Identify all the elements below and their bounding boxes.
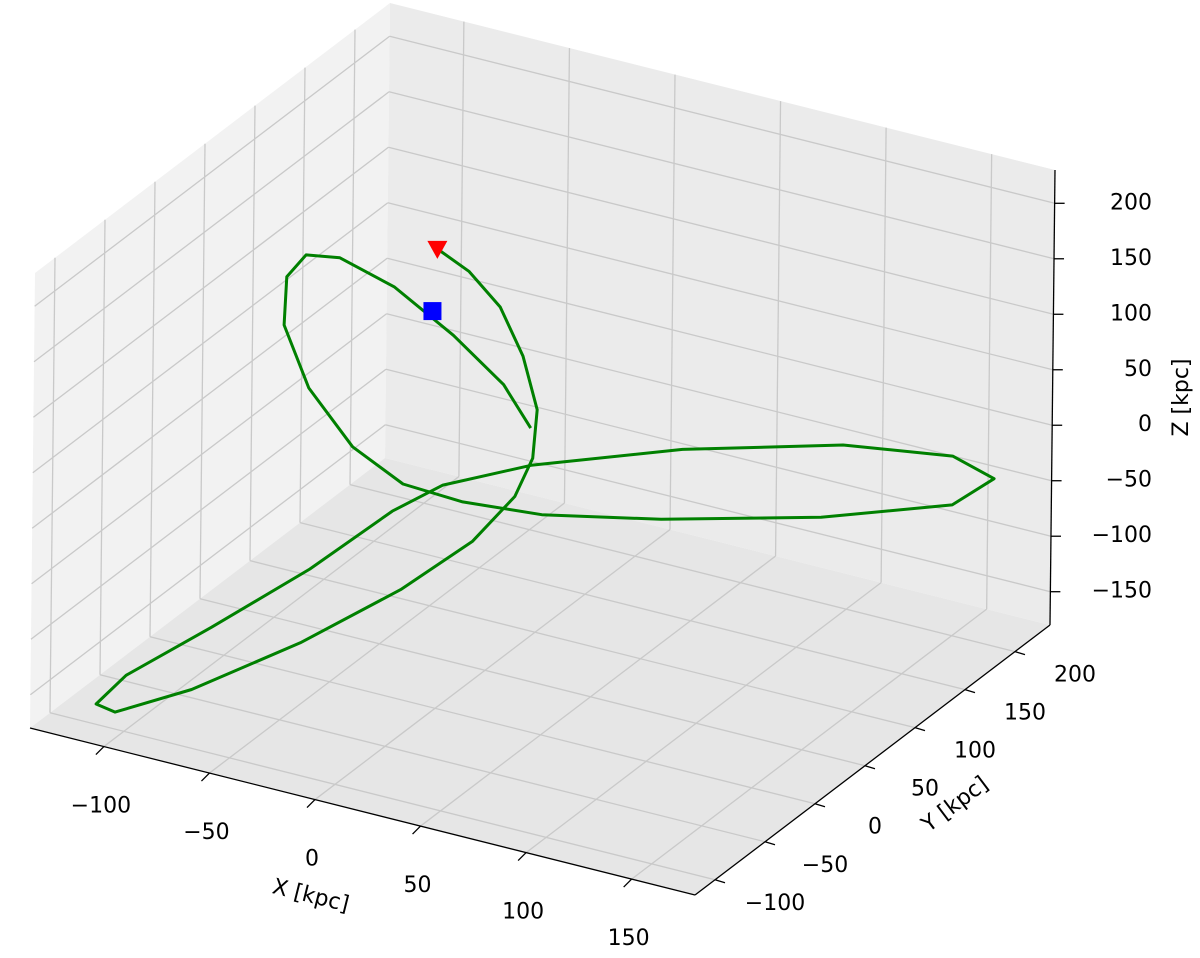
grid-line <box>386 313 1052 482</box>
orbit-line <box>94 247 996 714</box>
tick-mark <box>814 803 826 808</box>
grid-line <box>388 91 1055 260</box>
x-axis-label: X [kpc] <box>270 874 352 917</box>
axis-line <box>694 624 1051 896</box>
x-tick-label: −100 <box>71 794 131 819</box>
grid-line <box>669 74 676 530</box>
grid-line <box>420 555 776 827</box>
pane <box>30 458 1050 895</box>
z-tick-label: −50 <box>1106 468 1152 493</box>
grid-line <box>33 91 390 363</box>
y-tick-label: 50 <box>911 777 939 802</box>
grid-line <box>986 154 993 610</box>
grid-line <box>388 146 1054 315</box>
grid-line <box>31 257 388 529</box>
grid-line <box>49 257 56 713</box>
z-tick-label: 100 <box>1110 301 1152 326</box>
z-tick-label: 0 <box>1138 412 1152 437</box>
grid-line <box>389 35 1055 204</box>
z-tick-label: −150 <box>1092 579 1152 604</box>
tick-mark <box>1014 650 1026 656</box>
x-tick-label: 100 <box>502 900 544 925</box>
grid-line <box>199 598 866 767</box>
grid-line <box>49 712 716 881</box>
grid-line <box>387 257 1053 426</box>
x-tick-label: 50 <box>404 873 432 898</box>
tick-mark <box>517 852 527 862</box>
grid-line <box>563 48 571 504</box>
x-tick-label: 150 <box>608 926 650 951</box>
grid-line <box>349 483 1016 653</box>
grid-line <box>299 67 306 523</box>
grid-line <box>631 608 988 880</box>
tick-mark <box>200 772 210 782</box>
y-tick-label: 100 <box>954 739 996 764</box>
grid-line <box>249 560 916 729</box>
grid-line <box>34 35 391 307</box>
y-tick-label: 200 <box>1054 663 1096 688</box>
marker <box>423 302 442 321</box>
pane <box>30 3 390 728</box>
grid-line <box>149 636 816 805</box>
grid-line <box>99 674 766 843</box>
y-tick-label: 150 <box>1004 701 1046 726</box>
pane <box>385 3 1055 625</box>
grid-line <box>33 146 389 418</box>
grid-line <box>209 502 565 774</box>
tick-mark <box>306 799 316 809</box>
tick-mark <box>764 841 776 846</box>
axis-line <box>1049 169 1056 626</box>
z-axis-label: Z [kpc] <box>1169 358 1194 436</box>
tick-mark <box>914 727 926 732</box>
grid-line <box>458 21 465 477</box>
tick-mark <box>412 825 422 835</box>
z-tick-label: 200 <box>1110 190 1152 215</box>
tick-mark <box>864 765 876 770</box>
grid-line <box>249 105 256 561</box>
grid-line <box>349 29 356 485</box>
grid-line <box>103 476 460 748</box>
grid-line <box>525 582 882 854</box>
axis-line <box>29 727 696 896</box>
x-tick-label: −50 <box>183 820 229 845</box>
grid-line <box>880 127 887 583</box>
tick-mark <box>964 689 976 694</box>
marker <box>427 240 448 259</box>
grid-line <box>29 424 386 696</box>
grid-line <box>299 522 966 691</box>
grid-line <box>774 101 782 557</box>
grid-line <box>199 143 206 599</box>
y-tick-label: −50 <box>802 853 848 878</box>
grid-line <box>387 202 1053 371</box>
y-tick-label: 0 <box>868 815 882 840</box>
grid-line <box>385 368 1052 537</box>
grid-line <box>32 202 389 474</box>
z-tick-label: −100 <box>1092 523 1152 548</box>
tick-mark <box>95 746 105 756</box>
grid-line <box>385 424 1051 593</box>
grid-line <box>314 529 671 801</box>
grid-line <box>99 219 106 675</box>
z-tick-label: 150 <box>1110 246 1152 271</box>
y-tick-label: −100 <box>745 891 805 916</box>
tick-mark <box>714 879 726 884</box>
grid-line <box>149 181 156 637</box>
tick-mark <box>623 878 633 888</box>
grid-line <box>31 313 387 585</box>
x-tick-label: 0 <box>305 847 319 872</box>
z-tick-label: 50 <box>1124 357 1152 382</box>
